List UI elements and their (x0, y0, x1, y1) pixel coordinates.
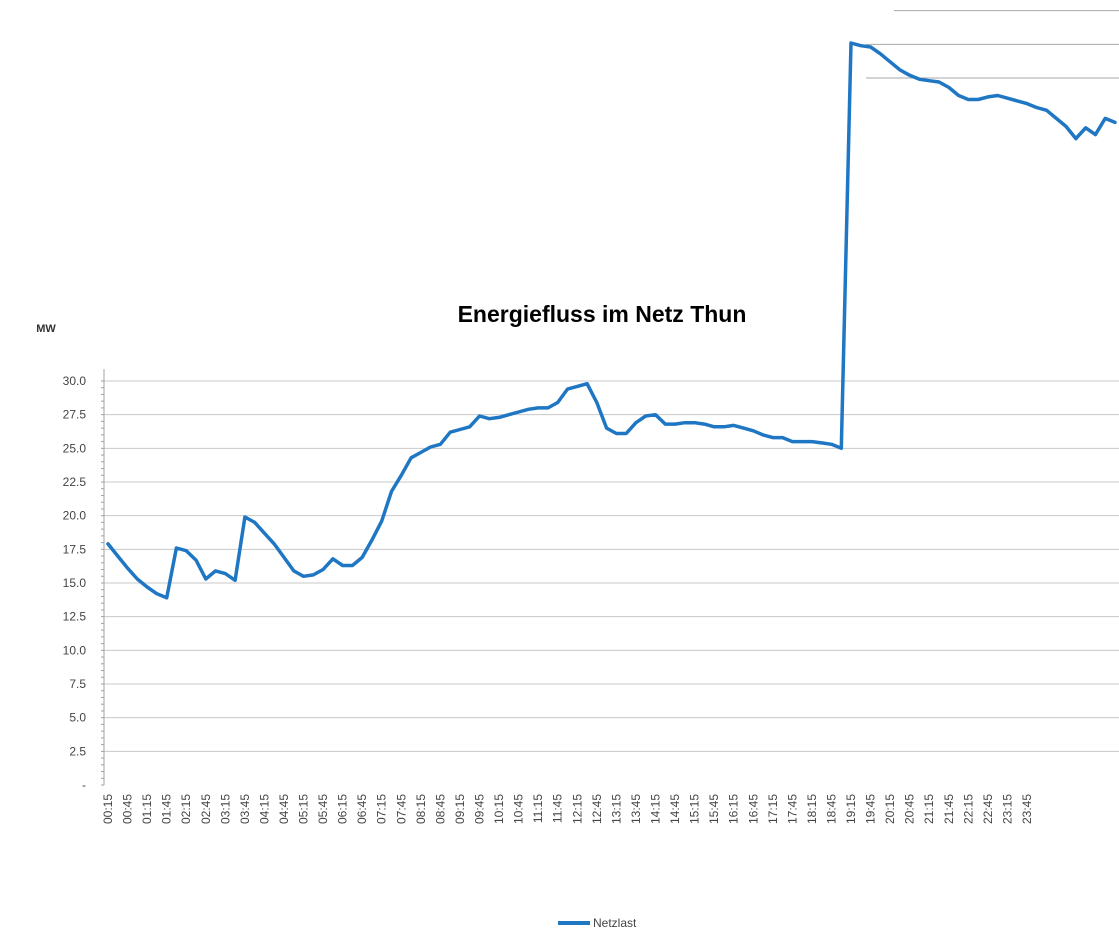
x-tick-label: 14:15 (649, 794, 663, 824)
x-tick-label: 17:45 (785, 794, 799, 824)
x-tick-label: 15:15 (688, 794, 702, 824)
y-tick-label: 27.5 (63, 408, 87, 422)
x-tick-label: 07:15 (375, 794, 389, 824)
x-tick-label: 02:45 (199, 794, 213, 824)
x-tick-label: 18:45 (825, 794, 839, 824)
x-tick-label: 00:45 (121, 794, 135, 824)
x-tick-label: 10:45 (512, 794, 526, 824)
y-tick-label: 20.0 (63, 509, 87, 523)
x-tick-label: 03:15 (218, 794, 232, 824)
x-tick-label: 05:45 (316, 794, 330, 824)
y-axis-unit-label: MW (36, 323, 56, 335)
x-tick-label: 09:45 (473, 794, 487, 824)
legend: Netzlast (558, 916, 637, 930)
y-axis-minor-ticks (101, 380, 104, 786)
upper-grid-lines (866, 10, 1119, 79)
x-tick-label: 10:15 (492, 794, 506, 824)
x-tick-label: 00:15 (101, 794, 115, 824)
x-tick-label: 13:45 (629, 794, 643, 824)
x-tick-label: 06:45 (355, 794, 369, 824)
y-tick-label: 7.5 (69, 677, 86, 691)
x-tick-label: 01:15 (140, 794, 154, 824)
x-tick-label: 12:45 (590, 794, 604, 824)
grid-lines (104, 380, 1119, 752)
x-tick-label: 16:45 (746, 794, 760, 824)
y-axis-tick-labels: - 2.5 5.0 7.5 10.0 12.5 15.0 17.5 20.0 22.5 25.0 27… (63, 374, 87, 792)
x-tick-label: 22:45 (981, 794, 995, 824)
y-tick-label: 12.5 (63, 610, 87, 624)
y-tick-label: 5.0 (69, 711, 86, 725)
x-tick-label: 04:15 (257, 794, 271, 824)
x-tick-label: 14:45 (668, 794, 682, 824)
x-tick-label: 18:15 (805, 794, 819, 824)
x-tick-label: 04:45 (277, 794, 291, 824)
y-tick-label: 30.0 (63, 374, 87, 388)
x-tick-label: 08:45 (433, 794, 447, 824)
series-line-netzlast (106, 41, 1117, 600)
x-tick-label: 12:15 (570, 794, 584, 824)
x-tick-label: 23:15 (1001, 794, 1015, 824)
y-tick-label: - (82, 778, 86, 792)
y-tick-label: 15.0 (63, 576, 87, 590)
x-tick-label: 07:45 (394, 794, 408, 824)
chart-title: Energiefluss im Netz Thun (458, 301, 747, 327)
x-tick-label: 11:15 (531, 794, 545, 823)
x-tick-label: 19:15 (844, 794, 858, 824)
x-tick-label: 22:15 (961, 794, 975, 824)
x-tick-label: 19:45 (864, 794, 878, 824)
y-tick-label: 17.5 (63, 542, 87, 556)
x-tick-label: 03:45 (238, 794, 252, 824)
legend-label-netzlast: Netzlast (593, 916, 637, 930)
x-tick-label: 23:45 (1020, 794, 1034, 824)
series-group (106, 41, 1117, 600)
x-tick-label: 15:45 (707, 794, 721, 824)
x-tick-label: 16:15 (727, 794, 741, 824)
x-tick-label: 05:15 (297, 794, 311, 824)
x-tick-label: 09:15 (453, 794, 467, 824)
x-tick-label: 21:45 (942, 794, 956, 824)
y-tick-label: 22.5 (63, 475, 87, 489)
x-tick-label: 06:15 (336, 794, 350, 824)
x-tick-label: 20:15 (883, 794, 897, 824)
y-tick-label: 25.0 (63, 441, 87, 455)
x-tick-label: 08:15 (414, 794, 428, 824)
x-tick-label: 01:45 (160, 794, 174, 824)
x-tick-label: 02:15 (179, 794, 193, 824)
x-tick-label: 21:15 (922, 794, 936, 824)
x-tick-label: 20:45 (903, 794, 917, 824)
y-tick-label: 10.0 (63, 643, 87, 657)
x-tick-label: 11:45 (551, 794, 565, 823)
x-axis-tick-labels: 00:15 00:45 01:15 01:45 02:15 02:45 03:15 03:45… (101, 794, 1034, 824)
y-tick-label: 2.5 (69, 744, 86, 758)
x-tick-label: 13:15 (609, 794, 623, 824)
x-tick-label: 17:15 (766, 794, 780, 824)
